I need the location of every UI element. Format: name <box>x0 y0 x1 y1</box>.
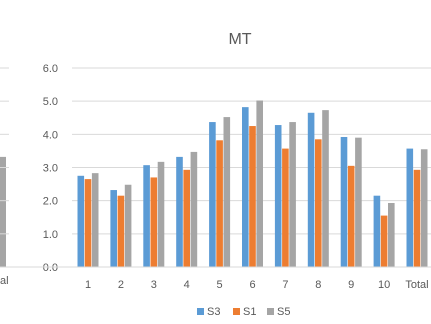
legend-swatch-s5 <box>267 308 274 315</box>
legend-label-s5: S5 <box>277 306 290 318</box>
bar-s5-total <box>420 149 428 267</box>
x-tick-label: 4 <box>184 279 190 291</box>
bar-s5-8 <box>322 110 329 268</box>
legend-swatch-s1 <box>233 308 240 315</box>
y-tick-label: 3.0 <box>43 163 58 175</box>
bar-s1-2 <box>117 195 125 267</box>
y-tick-label: 4.0 <box>43 129 58 141</box>
y-tick-label: 0.0 <box>43 262 58 274</box>
bar-s1-7 <box>282 148 289 267</box>
bar-s1-1 <box>84 179 92 267</box>
bar-s5-1 <box>91 173 99 267</box>
x-tick-label: 3 <box>151 279 157 291</box>
x-tick-label: 5 <box>217 279 223 291</box>
bar-s5-10 <box>388 202 395 267</box>
bar-s1-6 <box>249 126 256 267</box>
y-tick-label: 5.0 <box>43 96 58 108</box>
x-tick-label: 10 <box>378 279 390 291</box>
legend-label-s3: S3 <box>207 306 220 318</box>
x-tick-label: 1 <box>85 279 91 291</box>
x-axis-tick-labels: 1 2 3 4 5 6 7 8 9 10 Total <box>85 279 429 291</box>
y-axis-tick-labels: 0.0 1.0 2.0 3.0 4.0 5.0 6.0 <box>43 63 58 274</box>
bar-s5-6 <box>256 100 263 267</box>
bar-s1-9 <box>347 165 355 267</box>
partial-left-tick-label: al <box>0 275 9 287</box>
legend-swatch-s3 <box>197 308 204 315</box>
partial-left-bar <box>0 156 6 267</box>
x-tick-label: Total <box>405 279 428 291</box>
partial-left-chart <box>0 156 6 267</box>
chart-title: MT <box>228 31 251 48</box>
bar-s3-5 <box>209 122 216 267</box>
bar-s5-9 <box>355 137 362 267</box>
bar-s1-10 <box>380 215 388 267</box>
bar-s3-6 <box>242 107 249 267</box>
bar-s1-4 <box>183 169 190 267</box>
x-tick-label: 7 <box>282 279 288 291</box>
bar-s3-3 <box>143 165 150 267</box>
bar-s5-2 <box>124 184 132 267</box>
x-tick-label: 9 <box>348 279 354 291</box>
y-tick-label: 1.0 <box>43 229 58 241</box>
bar-s1-3 <box>150 177 158 267</box>
bar-s3-2 <box>110 190 117 267</box>
bar-s3-4 <box>176 156 183 267</box>
legend-label-s1: S1 <box>243 306 256 318</box>
y-tick-label: 2.0 <box>43 196 58 208</box>
bar-s3-10 <box>373 195 381 267</box>
x-tick-label: 2 <box>118 279 124 291</box>
legend: S3 S1 S5 <box>197 306 290 318</box>
bar-s1-8 <box>315 139 322 267</box>
bar-s5-3 <box>157 161 165 267</box>
bar-s3-total <box>406 148 414 267</box>
y-tick-label: 6.0 <box>43 63 58 75</box>
bars <box>77 100 428 268</box>
bar-s5-5 <box>223 117 231 267</box>
bar-s1-total <box>413 169 421 267</box>
bar-s3-7 <box>274 125 282 267</box>
bar-s5-4 <box>190 151 198 267</box>
bar-s3-1 <box>77 175 85 267</box>
bar-s3-8 <box>307 112 315 267</box>
bar-s5-7 <box>289 122 296 267</box>
bar-s1-5 <box>216 140 223 267</box>
bar-s3-9 <box>340 136 348 267</box>
x-tick-label: 6 <box>249 279 255 291</box>
x-tick-label: 8 <box>315 279 321 291</box>
